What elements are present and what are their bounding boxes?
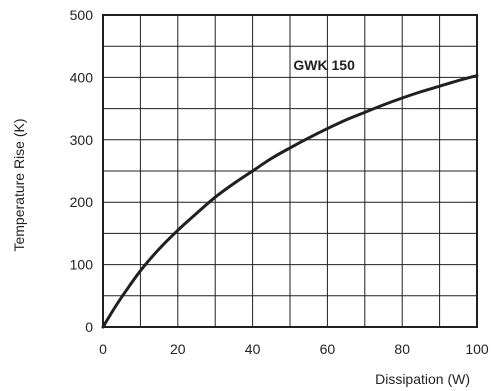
grid	[103, 15, 477, 327]
x-axis-label: Dissipation (W)	[375, 371, 470, 387]
x-tick-labels: 0 20 40 60 80 100	[99, 341, 489, 357]
x-tick-label: 100	[465, 341, 489, 357]
series-annotation: GWK 150	[293, 57, 355, 73]
x-tick-label: 40	[245, 341, 261, 357]
y-axis-label: Temperature Rise (K)	[11, 118, 27, 251]
y-tick-labels: 0 100 200 300 400 500	[70, 7, 94, 335]
y-tick-label: 100	[70, 257, 94, 273]
y-tick-label: 500	[70, 7, 94, 23]
y-tick-label: 200	[70, 194, 94, 210]
series-line	[101, 74, 479, 329]
x-tick-label: 60	[320, 341, 336, 357]
y-tick-label: 300	[70, 132, 94, 148]
y-tick-label: 400	[70, 69, 94, 85]
annotations: GWK 150	[293, 57, 355, 73]
y-tick-label: 0	[85, 319, 93, 335]
x-tick-label: 0	[99, 341, 107, 357]
x-tick-label: 80	[394, 341, 410, 357]
plot-frame	[102, 14, 478, 328]
x-tick-label: 20	[170, 341, 186, 357]
